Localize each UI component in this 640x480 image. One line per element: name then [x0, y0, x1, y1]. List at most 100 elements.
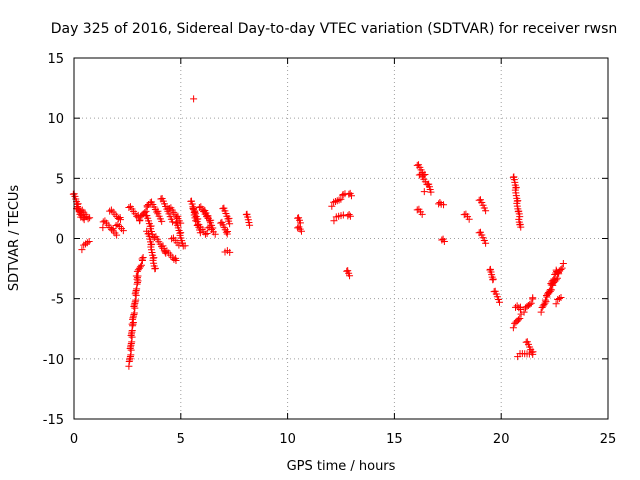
data-point [226, 220, 234, 228]
data-point [82, 240, 90, 248]
data-point [515, 316, 523, 324]
plot-frame [73, 57, 609, 420]
data-point [489, 276, 497, 284]
data-point [520, 308, 528, 316]
data-point [137, 261, 145, 269]
data-point [331, 198, 339, 206]
data-point [557, 266, 565, 274]
data-point [513, 302, 521, 310]
data-point [557, 293, 565, 301]
data-point [440, 238, 448, 246]
data-point [99, 224, 107, 232]
data-point [552, 300, 560, 308]
data-point [330, 217, 338, 225]
data-point [529, 350, 537, 358]
data-point [440, 201, 448, 209]
data-point [211, 230, 219, 238]
data-point [203, 229, 211, 237]
data-point [172, 256, 180, 264]
y-axis-label: SDTVAR / TECUs [7, 185, 22, 292]
data-point [296, 219, 304, 227]
data-point [188, 200, 196, 208]
y-tick-label: 5 [56, 172, 64, 187]
data-point [175, 241, 183, 249]
data-point [526, 300, 534, 308]
data-point [106, 207, 114, 215]
y-tick-label: -10 [43, 353, 64, 368]
data-point [246, 221, 254, 229]
data-point [345, 210, 353, 218]
data-point [548, 286, 556, 294]
x-tick-label: 15 [386, 432, 403, 447]
data-point [489, 275, 497, 283]
data-point [226, 248, 234, 256]
data-point [86, 214, 94, 222]
data-point [112, 222, 120, 230]
data-point [78, 246, 86, 254]
data-point [158, 217, 166, 225]
data-point [553, 274, 561, 282]
data-point [529, 294, 537, 302]
data-point [222, 228, 230, 236]
data-point [541, 296, 549, 304]
data-point [83, 239, 91, 247]
data-point [195, 203, 203, 211]
data-point [482, 207, 490, 215]
data-point [193, 222, 201, 230]
data-point [132, 272, 140, 280]
x-tick-label: 0 [70, 432, 78, 447]
data-point [415, 171, 423, 179]
data-point [482, 239, 490, 247]
data-point [333, 197, 341, 205]
data-point [190, 95, 198, 103]
data-point [465, 215, 473, 223]
data-point [427, 188, 435, 196]
data-point [223, 230, 231, 238]
data-point [143, 202, 151, 210]
data-point [204, 224, 212, 232]
axis-ticks: 0 5 10 15 20 25 -15 -10 -5 0 5 10 15 [43, 52, 617, 447]
data-points [69, 95, 567, 370]
data-point [335, 196, 343, 204]
data-point [330, 198, 338, 206]
data-point [139, 253, 147, 261]
data-point [168, 235, 176, 243]
data-point [347, 192, 355, 200]
data-point [153, 208, 161, 216]
data-point [169, 218, 177, 226]
x-axis-label: GPS time / hours [287, 459, 396, 474]
data-point [201, 230, 209, 238]
x-tick-label: 25 [600, 432, 617, 447]
data-point [420, 188, 428, 196]
y-tick-label: 0 [56, 233, 64, 248]
data-point [84, 215, 92, 223]
data-point [418, 210, 426, 218]
data-point [125, 203, 133, 211]
data-point [136, 263, 144, 271]
data-point [546, 287, 554, 295]
x-tick-label: 10 [279, 432, 296, 447]
data-point [85, 237, 93, 245]
y-tick-label: 15 [47, 52, 64, 67]
data-point [515, 304, 523, 312]
grid-lines [74, 58, 608, 419]
data-point [527, 299, 535, 307]
y-tick-label: -5 [51, 293, 64, 308]
data-point [203, 213, 211, 221]
data-point [495, 298, 503, 306]
data-point [339, 211, 347, 219]
data-point [181, 242, 189, 250]
data-point [516, 303, 524, 311]
data-point [558, 264, 566, 272]
data-point [119, 227, 127, 235]
data-point [116, 216, 124, 224]
data-point [542, 298, 550, 306]
y-tick-label: 10 [47, 112, 64, 127]
chart-title: Day 325 of 2016, Sidereal Day-to-day VTE… [51, 21, 618, 37]
y-tick-label: -15 [43, 413, 64, 428]
data-point [555, 294, 563, 302]
x-tick-label: 5 [177, 432, 185, 447]
data-point [346, 272, 354, 280]
data-point [552, 276, 560, 284]
